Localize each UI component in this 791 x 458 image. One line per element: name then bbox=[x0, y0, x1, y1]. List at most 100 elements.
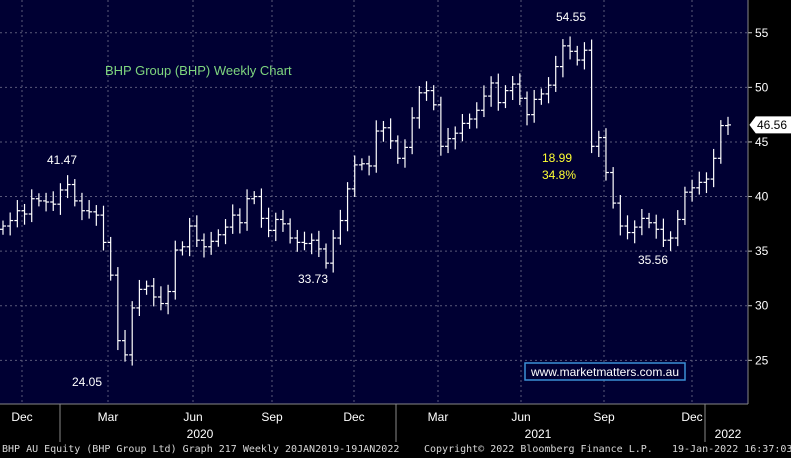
ohlc-bar bbox=[610, 167, 617, 209]
ohlc-bar bbox=[401, 139, 408, 168]
ohlc-bar bbox=[86, 200, 93, 219]
ohlc-bar bbox=[480, 85, 487, 118]
ohlc-bar bbox=[710, 148, 717, 188]
x-tick-label: Jun bbox=[183, 410, 202, 424]
ohlc-bar bbox=[14, 200, 21, 228]
ohlc-bar bbox=[588, 39, 595, 154]
ohlc-bar bbox=[186, 217, 193, 257]
annotation-low-24: 24.05 bbox=[72, 375, 102, 389]
ohlc-bar bbox=[524, 91, 531, 126]
ohlc-bar bbox=[452, 126, 459, 150]
watermark: www.marketmatters.com.au bbox=[524, 362, 686, 381]
ohlc-bar bbox=[387, 118, 394, 149]
ohlc-bar bbox=[100, 205, 107, 251]
right-axis-panel bbox=[748, 0, 791, 404]
ohlc-bar bbox=[193, 215, 200, 247]
ohlc-bar bbox=[574, 45, 581, 66]
ohlc-bar bbox=[646, 212, 653, 229]
watermark-text: www.marketmatters.com.au bbox=[530, 365, 679, 379]
ohlc-bar bbox=[624, 215, 631, 240]
ohlc-bar bbox=[430, 85, 437, 111]
ohlc-bar bbox=[567, 36, 574, 60]
x-tick-label: Sep bbox=[261, 410, 283, 424]
ohlc-bar bbox=[200, 233, 207, 258]
ohlc-bar bbox=[380, 120, 387, 142]
last-price-marker bbox=[749, 116, 791, 134]
ohlc-bar bbox=[136, 279, 143, 316]
ohlc-bar bbox=[57, 183, 64, 215]
y-tick-label: 25 bbox=[755, 353, 769, 367]
ohlc-bar bbox=[323, 243, 330, 269]
ohlc-bar bbox=[394, 135, 401, 164]
ohlc-bar bbox=[301, 231, 308, 251]
ohlc-bar bbox=[559, 39, 566, 78]
y-tick-label: 35 bbox=[755, 244, 769, 258]
ohlc-bar bbox=[674, 210, 681, 247]
year-label: 2020 bbox=[187, 427, 214, 441]
ohlc-bar bbox=[258, 188, 265, 228]
ohlc-bar bbox=[244, 189, 251, 231]
ohlc-bar bbox=[50, 191, 57, 211]
ohlc-bar bbox=[552, 55, 559, 92]
ohlc-bar bbox=[71, 179, 78, 207]
ohlc-bar bbox=[330, 229, 337, 273]
ohlc-bar bbox=[509, 75, 516, 101]
ohlc-bar bbox=[351, 155, 358, 197]
footer-copyright: Copyright© 2022 Bloomberg Finance L.P. bbox=[424, 444, 653, 455]
annotation-low-33: 33.73 bbox=[298, 272, 328, 286]
ohlc-bar bbox=[43, 192, 50, 212]
ohlc-bar bbox=[638, 208, 645, 236]
ohlc-bar bbox=[28, 189, 35, 223]
annotation-high-41: 41.47 bbox=[47, 153, 77, 167]
ohlc-bar bbox=[538, 88, 545, 105]
y-tick-label: 30 bbox=[755, 299, 769, 313]
footer-security-info: BHP AU Equity (BHP Group Ltd) Graph 217 … bbox=[2, 444, 400, 455]
ohlc-bar bbox=[0, 220, 6, 235]
ohlc-bar bbox=[703, 172, 710, 194]
ohlc-bar bbox=[617, 195, 624, 236]
x-tick-label: Jun bbox=[511, 410, 530, 424]
plot-background bbox=[0, 0, 748, 404]
ohlc-bar bbox=[531, 89, 538, 123]
ohlc-bar bbox=[516, 73, 523, 106]
ohlc-bar bbox=[602, 128, 609, 181]
ohlc-bar bbox=[143, 280, 150, 295]
ohlc-bar bbox=[279, 210, 286, 232]
ohlc-bar bbox=[653, 214, 660, 239]
annotation-drop-amount: 18.99 bbox=[542, 151, 572, 165]
ohlc-bar bbox=[416, 86, 423, 129]
ohlc-bar bbox=[581, 42, 588, 70]
ohlc-bar bbox=[172, 240, 179, 300]
y-tick-label: 50 bbox=[755, 80, 769, 94]
ohlc-bar bbox=[358, 158, 365, 171]
ohlc-bar bbox=[114, 267, 121, 351]
ohlc-bar bbox=[366, 155, 373, 176]
ohlc-bar bbox=[459, 113, 466, 142]
ohlc-bar bbox=[409, 107, 416, 155]
ohlc-bar bbox=[696, 171, 703, 195]
ohlc-bar bbox=[725, 116, 731, 135]
ohlc-bar bbox=[64, 175, 71, 199]
x-tick-label: Mar bbox=[98, 410, 119, 424]
ohlc-bar bbox=[595, 130, 602, 158]
x-tick-label: Dec bbox=[681, 410, 702, 424]
x-tick-label: Dec bbox=[11, 410, 32, 424]
annotation-low-35: 35.56 bbox=[638, 253, 668, 267]
ohlc-bar bbox=[660, 218, 667, 247]
y-tick-label: 40 bbox=[755, 190, 769, 204]
ohlc-bar bbox=[294, 229, 301, 252]
ohlc-bar bbox=[236, 208, 243, 234]
ohlc-bar bbox=[7, 212, 14, 236]
ohlc-bar bbox=[93, 205, 100, 226]
y-tick-label: 55 bbox=[755, 26, 769, 40]
ohlc-bar bbox=[215, 229, 222, 247]
ohlc-bar bbox=[681, 186, 688, 225]
y-tick-label: 45 bbox=[755, 135, 769, 149]
ohlc-bar bbox=[251, 191, 258, 205]
ohlc-bar bbox=[502, 85, 509, 109]
footer-bar: BHP AU Equity (BHP Group Ltd) Graph 217 … bbox=[0, 442, 791, 458]
ohlc-bar bbox=[122, 329, 129, 362]
ohlc-bar bbox=[35, 193, 42, 207]
ohlc-bar bbox=[373, 120, 380, 173]
